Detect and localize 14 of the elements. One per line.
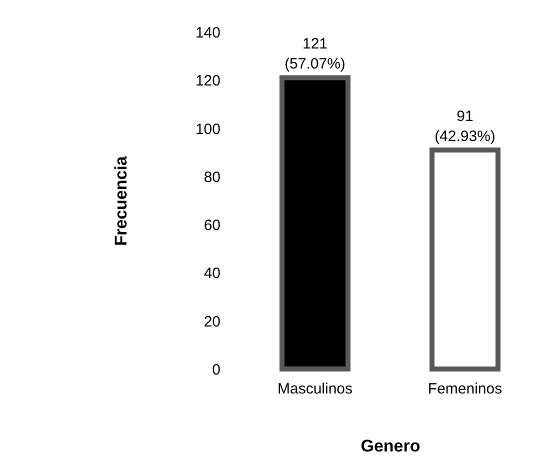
y-tick-label: 100 bbox=[195, 120, 220, 138]
y-tick-label: 140 bbox=[195, 24, 220, 42]
y-tick-label: 0 bbox=[212, 362, 220, 378]
y-tick-label: 120 bbox=[195, 72, 220, 90]
y-tick-label: 20 bbox=[204, 313, 220, 330]
data-label: 91 (42.93%) bbox=[434, 108, 496, 145]
x-axis-title: Genero bbox=[360, 436, 420, 456]
y-axis-title: Frecuencia bbox=[111, 156, 130, 246]
x-tick-label: Femeninos bbox=[428, 380, 502, 398]
y-tick-label: 80 bbox=[204, 168, 220, 186]
y-tick-label: 60 bbox=[204, 217, 220, 234]
x-tick-label: Masculinos bbox=[277, 380, 353, 398]
y-tick-label: 40 bbox=[204, 265, 220, 282]
data-label: 121 (57.07%) bbox=[284, 36, 346, 73]
